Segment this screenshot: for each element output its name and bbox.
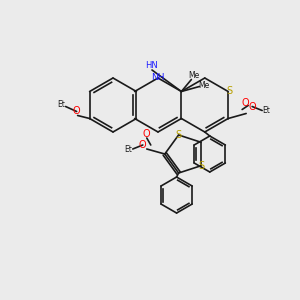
Text: O: O — [139, 140, 147, 150]
Text: Et: Et — [58, 100, 66, 109]
Text: S: S — [176, 130, 182, 140]
Text: NH: NH — [151, 74, 165, 82]
Text: Me: Me — [188, 71, 199, 80]
Text: S: S — [198, 161, 204, 171]
Text: Et: Et — [262, 106, 270, 115]
Text: S: S — [226, 86, 232, 97]
Text: O: O — [143, 129, 151, 139]
Text: Me: Me — [198, 81, 209, 90]
Text: O: O — [248, 101, 256, 112]
Text: O: O — [241, 98, 249, 107]
Text: Et: Et — [124, 146, 132, 154]
Text: HN: HN — [146, 61, 158, 70]
Text: O: O — [73, 106, 80, 116]
